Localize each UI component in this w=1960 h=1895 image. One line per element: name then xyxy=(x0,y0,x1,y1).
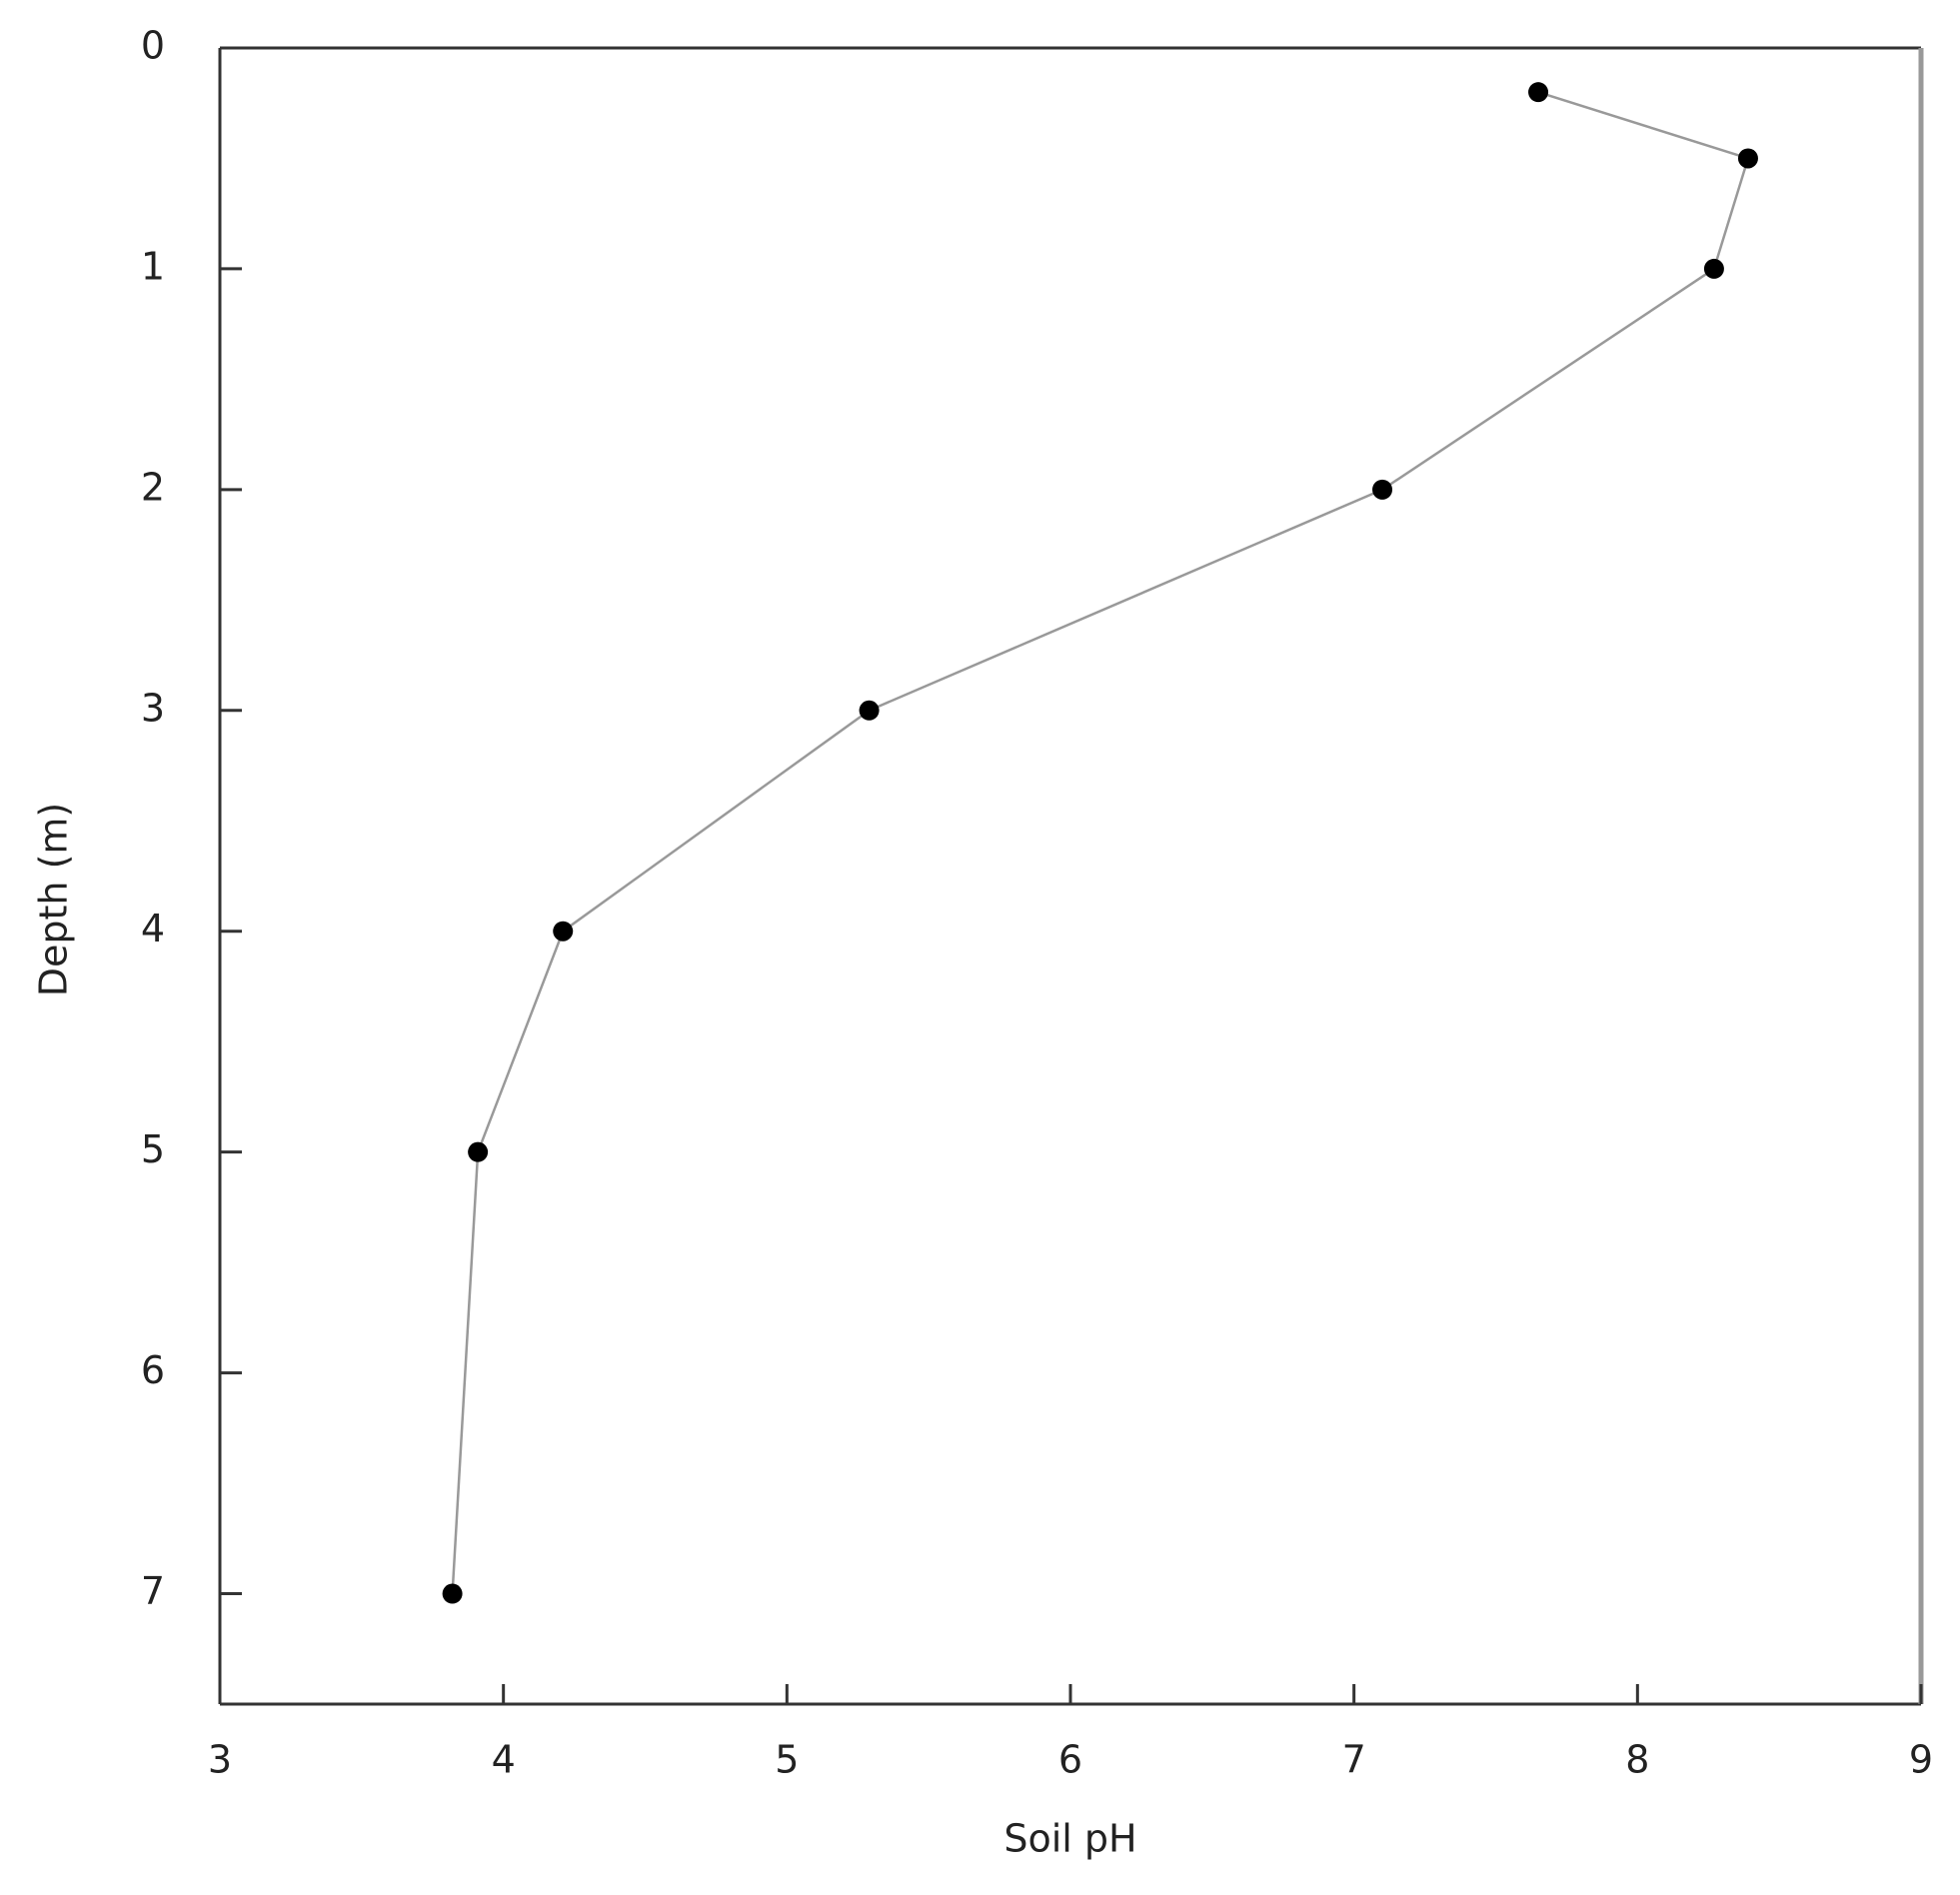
x-tick-label: 8 xyxy=(1625,1738,1649,1782)
y-tick-label: 4 xyxy=(141,907,165,950)
x-tick-label: 4 xyxy=(492,1738,516,1782)
data-point xyxy=(553,921,574,942)
y-tick-label: 0 xyxy=(141,24,165,68)
data-point xyxy=(1528,82,1549,103)
x-axis-title: Soil pH xyxy=(1003,1817,1136,1861)
x-tick-label: 6 xyxy=(1058,1738,1082,1782)
x-tick-label: 3 xyxy=(208,1738,232,1782)
x-tick-label: 7 xyxy=(1342,1738,1366,1782)
y-axis-title: Depth (m) xyxy=(32,803,76,997)
y-tick-label: 5 xyxy=(141,1127,165,1171)
y-tick-label: 7 xyxy=(141,1569,165,1613)
y-tick-label: 3 xyxy=(141,686,165,730)
data-point xyxy=(468,1141,489,1162)
data-point xyxy=(442,1583,463,1604)
data-point xyxy=(859,700,880,721)
y-tick-label: 6 xyxy=(141,1348,165,1392)
data-point xyxy=(1703,258,1724,279)
x-tick-label: 5 xyxy=(775,1738,799,1782)
series-line xyxy=(451,90,1750,1594)
data-point xyxy=(1737,148,1758,169)
data-point xyxy=(1372,479,1393,500)
y-tick-label: 2 xyxy=(141,465,165,509)
y-tick-label: 1 xyxy=(141,244,165,288)
x-tick-label: 9 xyxy=(1909,1738,1933,1782)
